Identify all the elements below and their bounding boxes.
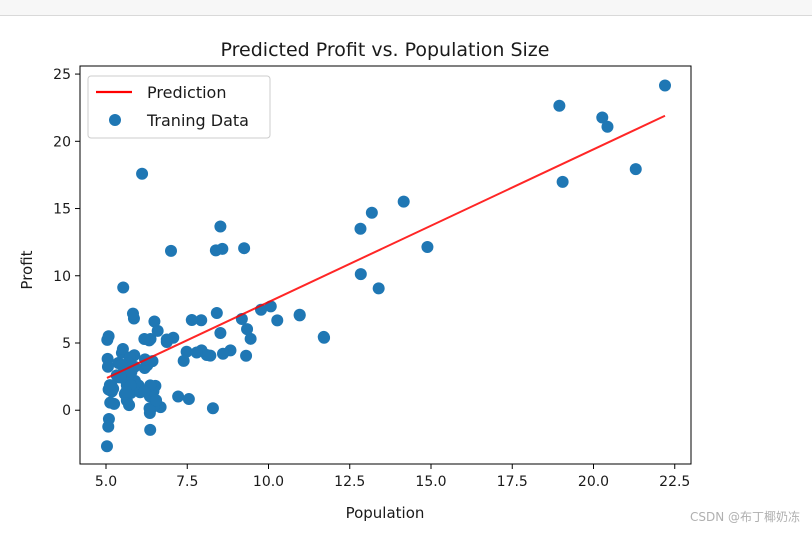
training-data-point <box>365 206 378 219</box>
y-tick-label: 15 <box>53 202 71 218</box>
y-tick-label: 20 <box>53 134 71 150</box>
training-data-point <box>125 366 138 379</box>
training-data-point <box>182 393 195 406</box>
y-axis-label: Profit <box>18 250 36 289</box>
y-tick-label: 0 <box>62 403 71 419</box>
plot-area-frame <box>79 65 692 465</box>
training-data-point <box>629 163 642 176</box>
training-data-point <box>136 167 149 180</box>
training-data-point <box>138 385 151 398</box>
x-tick-label: 5.0 <box>95 474 117 490</box>
training-data-point <box>185 313 198 326</box>
x-tick-label: 17.5 <box>497 474 528 490</box>
training-data-point <box>659 79 671 92</box>
training-data-point <box>115 358 128 371</box>
training-data-point <box>206 402 219 415</box>
training-data-point <box>108 397 121 410</box>
x-tick-label: 20.0 <box>578 474 609 490</box>
training-data-point <box>240 349 253 362</box>
training-data-points <box>100 79 671 453</box>
legend-prediction-label: Prediction <box>147 83 226 102</box>
training-data-point <box>100 440 113 453</box>
prediction-line-group <box>106 114 666 379</box>
y-tick-label: 10 <box>53 269 71 285</box>
training-data-point <box>143 402 156 415</box>
top-toolbar-strip <box>0 0 812 16</box>
training-data-point <box>172 390 185 403</box>
training-data-point <box>210 307 223 320</box>
y-tick-label: 5 <box>62 336 71 352</box>
training-data-point <box>123 399 136 412</box>
x-tick-label: 15.0 <box>415 474 446 490</box>
training-data-point <box>216 242 229 255</box>
training-data-point <box>397 195 410 208</box>
training-data-point <box>190 346 203 359</box>
training-data-point <box>217 347 229 360</box>
training-data-point <box>421 240 434 253</box>
x-tick-label: 10.0 <box>253 474 284 490</box>
x-tick-label: 22.5 <box>659 474 690 490</box>
training-data-point <box>101 333 114 346</box>
legend-box <box>87 75 271 139</box>
training-data-point <box>372 282 385 295</box>
x-tick-label: 12.5 <box>334 474 365 490</box>
x-axis-label: Population <box>346 504 425 522</box>
training-data-point <box>271 314 284 327</box>
training-data-point <box>116 343 129 356</box>
legend-training-label: Traning Data <box>146 111 249 130</box>
training-data-point <box>180 345 193 358</box>
training-data-point <box>556 175 569 188</box>
training-data-point <box>241 323 254 336</box>
legend: Prediction Traning Data <box>87 75 271 139</box>
training-data-point <box>553 99 566 112</box>
training-data-point <box>126 307 139 320</box>
training-data-point <box>195 314 208 327</box>
training-data-point <box>318 331 331 344</box>
training-data-point <box>354 268 367 281</box>
training-data-point <box>165 244 177 257</box>
training-data-point <box>244 332 257 345</box>
training-data-point <box>293 308 306 321</box>
training-data-point <box>148 315 161 328</box>
training-data-point <box>238 242 251 255</box>
training-data-point <box>151 324 164 337</box>
chart-title: Predicted Profit vs. Population Size <box>221 39 550 61</box>
legend-training-swatch <box>109 114 121 126</box>
training-data-point <box>601 120 614 133</box>
training-data-point <box>150 394 163 407</box>
training-data-point <box>214 220 227 233</box>
x-tick-label: 7.5 <box>176 474 198 490</box>
prediction-line <box>106 114 666 379</box>
training-data-point <box>214 327 227 340</box>
training-data-point <box>117 281 130 294</box>
training-data-point <box>102 420 115 433</box>
training-data-point <box>103 379 116 392</box>
training-data-point <box>177 354 190 367</box>
training-data-point <box>138 332 151 345</box>
training-data-point <box>596 111 609 124</box>
watermark-text: CSDN @布丁椰奶冻 <box>689 510 800 524</box>
training-data-point <box>101 360 114 373</box>
training-data-point <box>354 222 367 235</box>
training-data-point <box>144 423 157 436</box>
training-data-point <box>120 385 133 398</box>
x-axis-ticks: 5.0 7.5 10.0 12.5 15.0 17.5 20.0 22.5 <box>95 464 690 490</box>
y-axis-ticks: 0 5 10 15 20 25 <box>53 67 80 419</box>
training-data-point <box>160 333 173 346</box>
y-tick-label: 25 <box>53 67 71 83</box>
